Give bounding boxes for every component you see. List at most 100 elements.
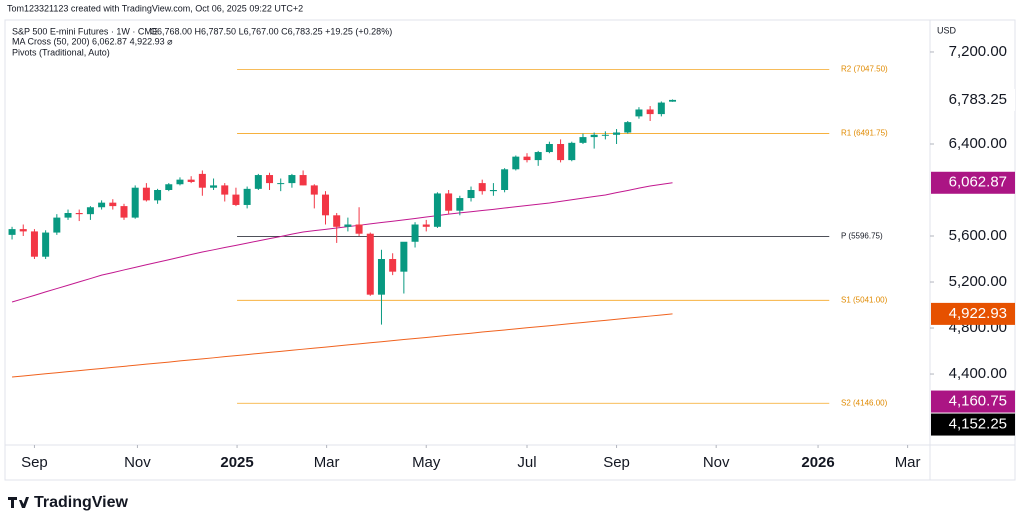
candle-body bbox=[534, 152, 542, 161]
candle-body bbox=[456, 198, 464, 211]
pivot-label: R1 (6491.75) bbox=[841, 129, 888, 138]
candle-body bbox=[321, 194, 329, 216]
candle-body bbox=[344, 224, 352, 227]
candle-body bbox=[411, 224, 419, 242]
logo: TradingView bbox=[8, 494, 129, 511]
candle-body bbox=[109, 202, 117, 207]
credit: Tom123321123 created with TradingView.co… bbox=[7, 3, 303, 13]
pivot-label: S2 (4146.00) bbox=[841, 398, 888, 407]
price-badge-label: 4,922.93 bbox=[949, 305, 1007, 322]
price-badge bbox=[931, 413, 1015, 436]
candle-body bbox=[646, 109, 654, 115]
candle-body bbox=[501, 169, 509, 190]
candle-body bbox=[120, 206, 128, 218]
candle-body bbox=[131, 187, 139, 218]
candle-body bbox=[635, 109, 643, 117]
candle-body bbox=[489, 190, 497, 192]
candle-body bbox=[467, 190, 475, 199]
x-tick-label: 2025 bbox=[220, 454, 253, 471]
candle-body bbox=[377, 259, 385, 295]
candle-body bbox=[669, 99, 677, 102]
candle-body bbox=[389, 259, 397, 272]
candle-body bbox=[310, 185, 318, 195]
y-tick-label: 7,200.00 bbox=[949, 43, 1007, 60]
candle-body bbox=[176, 179, 184, 185]
pivot-label: S1 (5041.00) bbox=[841, 295, 888, 304]
x-tick-label: May bbox=[412, 454, 441, 471]
price-badge bbox=[931, 302, 1015, 325]
x-tick-label: Nov bbox=[124, 454, 151, 471]
candle-body bbox=[657, 102, 665, 115]
price-badge bbox=[931, 88, 1015, 111]
price-badge bbox=[931, 390, 1015, 413]
candle-body bbox=[333, 215, 341, 227]
candle-body bbox=[523, 156, 531, 161]
candle-body bbox=[64, 213, 72, 218]
candle-body bbox=[478, 183, 486, 192]
candle-body bbox=[590, 134, 598, 138]
candle-body bbox=[277, 183, 285, 185]
candle-body bbox=[98, 202, 106, 208]
candle-body bbox=[187, 179, 195, 182]
candle-body bbox=[288, 175, 296, 184]
x-tick-label: Jul bbox=[517, 454, 536, 471]
candle-body bbox=[355, 224, 363, 234]
price-badge bbox=[931, 171, 1015, 194]
y-tick-label: 4,400.00 bbox=[949, 365, 1007, 382]
candle-body bbox=[433, 193, 441, 227]
x-tick-label: Mar bbox=[314, 454, 340, 471]
candle-body bbox=[579, 137, 587, 143]
ohlc: O6,768.00 H6,787.50 L6,767.00 C6,783.25 … bbox=[150, 26, 392, 36]
candle-body bbox=[254, 175, 262, 189]
chart-title: S&P 500 E-mini Futures · 1W · CME bbox=[12, 26, 158, 36]
price-badge-label: 6,062.87 bbox=[949, 174, 1007, 191]
logo-mark bbox=[8, 497, 29, 508]
candle-body bbox=[400, 241, 408, 272]
x-tick-label: Sep bbox=[21, 454, 48, 471]
plot: R2 (7047.50) R1 (6491.75) P (5596.75) S1 (5… bbox=[8, 65, 888, 407]
x-tick-label: Sep bbox=[603, 454, 630, 471]
candle-body bbox=[512, 156, 520, 170]
candle-body bbox=[30, 231, 38, 257]
price-badge-label: 4,160.75 bbox=[949, 393, 1007, 410]
price-badge-label: 4,152.25 bbox=[949, 416, 1007, 433]
indicator: MA Cross (50, 200) 6,062.87 4,922.93 ⌀ bbox=[12, 36, 173, 46]
candle-body bbox=[557, 143, 565, 161]
candle-body bbox=[142, 187, 150, 201]
y-tick-label: 5,200.00 bbox=[949, 273, 1007, 290]
candle-body bbox=[42, 232, 50, 257]
candle-body bbox=[299, 175, 307, 186]
x-tick-label: Nov bbox=[703, 454, 730, 471]
candle-body bbox=[601, 134, 609, 136]
frame bbox=[4, 19, 1016, 481]
candle-body bbox=[221, 185, 229, 195]
candle-body bbox=[75, 213, 83, 215]
candle-body bbox=[198, 173, 206, 188]
candle-body bbox=[624, 122, 632, 133]
candle-body bbox=[19, 229, 27, 232]
ma-line bbox=[11, 182, 673, 303]
candle-body bbox=[86, 207, 94, 215]
candle-body bbox=[422, 224, 430, 227]
currency: USD bbox=[937, 25, 957, 35]
ma-line bbox=[12, 313, 673, 378]
brand: TradingView bbox=[34, 494, 129, 511]
y-tick-label: 6,400.00 bbox=[949, 135, 1007, 152]
candle-body bbox=[568, 142, 576, 161]
y-tick-label: 5,600.00 bbox=[949, 227, 1007, 244]
candle-body bbox=[545, 143, 553, 153]
candle-body bbox=[53, 217, 61, 233]
candle-body bbox=[8, 229, 16, 235]
x-tick-label: 2026 bbox=[801, 454, 834, 471]
indicator: Pivots (Traditional, Auto) bbox=[12, 47, 110, 57]
candle-body bbox=[243, 188, 251, 205]
candle-body bbox=[613, 132, 621, 135]
pivot-label: R2 (7047.50) bbox=[841, 65, 888, 74]
candle-body bbox=[266, 175, 274, 184]
candle-body bbox=[445, 193, 453, 211]
candle-body bbox=[165, 184, 173, 190]
candle-body bbox=[366, 233, 374, 295]
pivot-label: P (5596.75) bbox=[841, 231, 883, 240]
candle-body bbox=[232, 194, 240, 205]
